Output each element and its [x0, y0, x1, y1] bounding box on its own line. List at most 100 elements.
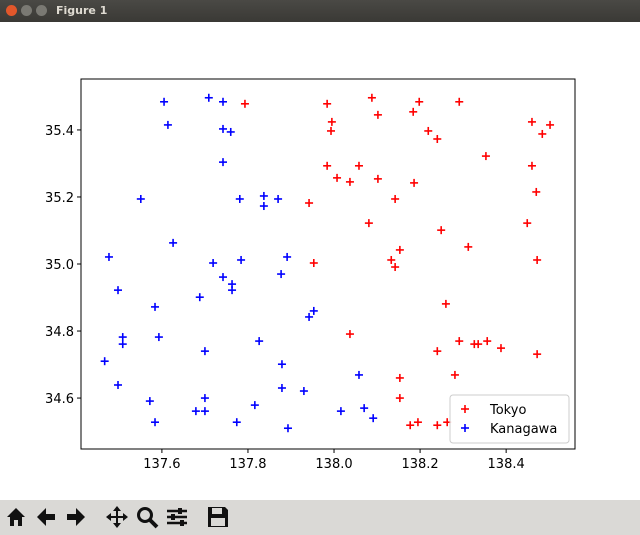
- point: [323, 99, 332, 108]
- point: [283, 252, 292, 261]
- x-tick-label: 138.0: [315, 457, 352, 472]
- minimize-button[interactable]: [21, 5, 32, 16]
- point: [209, 258, 218, 267]
- point: [235, 194, 244, 203]
- point: [163, 120, 172, 129]
- point: [533, 255, 542, 264]
- point: [415, 97, 424, 106]
- point: [228, 286, 237, 295]
- pan-button[interactable]: [105, 505, 129, 529]
- point: [395, 245, 404, 254]
- point: [118, 340, 127, 349]
- point: [136, 194, 145, 203]
- point: [527, 161, 536, 170]
- close-button[interactable]: [6, 5, 17, 16]
- x-tick-label: 138.2: [401, 457, 438, 472]
- point: [433, 347, 442, 356]
- maximize-button[interactable]: [36, 5, 47, 16]
- point: [345, 177, 354, 186]
- window-title: Figure 1: [56, 4, 108, 17]
- zoom-button[interactable]: [135, 505, 159, 529]
- legend-box: [449, 394, 570, 444]
- point: [305, 312, 314, 321]
- point: [395, 373, 404, 382]
- point: [323, 161, 332, 170]
- y-tick-label: 35.4: [45, 124, 74, 139]
- point: [354, 370, 363, 379]
- point: [104, 252, 113, 261]
- point: [169, 238, 178, 247]
- point: [219, 273, 228, 282]
- point: [327, 126, 336, 135]
- point: [413, 418, 422, 427]
- point: [232, 418, 241, 427]
- point: [309, 306, 318, 315]
- point: [441, 299, 450, 308]
- point: [154, 333, 163, 342]
- legend-label: Tokyo: [489, 403, 526, 418]
- point: [391, 194, 400, 203]
- point: [364, 219, 373, 228]
- point: [354, 161, 363, 170]
- point: [277, 270, 286, 279]
- point: [250, 401, 259, 410]
- point: [450, 370, 459, 379]
- home-button[interactable]: [4, 505, 28, 529]
- title-bar: Figure 1: [0, 0, 640, 22]
- point: [373, 174, 382, 183]
- point: [204, 93, 213, 102]
- save-button[interactable]: [206, 505, 230, 529]
- back-button[interactable]: [34, 505, 58, 529]
- legend-marker: [461, 405, 469, 413]
- plot-area: [80, 78, 576, 450]
- y-tick-label: 35.2: [45, 191, 74, 206]
- y-tick-label: 34.8: [45, 325, 74, 340]
- point: [219, 97, 228, 106]
- point: [538, 129, 547, 138]
- point: [118, 333, 127, 342]
- point: [327, 117, 336, 126]
- point: [151, 302, 160, 311]
- point: [237, 255, 246, 264]
- point: [240, 99, 249, 108]
- x-tick-label: 137.6: [143, 457, 180, 472]
- point: [424, 126, 433, 135]
- point: [433, 421, 442, 430]
- point: [464, 242, 473, 251]
- point: [437, 226, 446, 235]
- point: [433, 134, 442, 143]
- point: [145, 397, 154, 406]
- forward-button[interactable]: [64, 505, 88, 529]
- point: [299, 387, 308, 396]
- point: [387, 255, 396, 264]
- point: [100, 357, 109, 366]
- point: [277, 360, 286, 369]
- y-tick-label: 35.0: [45, 258, 74, 273]
- legend-label: Kanagawa: [490, 422, 557, 437]
- point: [277, 384, 286, 393]
- legend-marker: [461, 424, 469, 432]
- point: [481, 152, 490, 161]
- point: [114, 380, 123, 389]
- toolbar: [0, 500, 640, 535]
- chart: 137.6 137.8 138.0 138.2 138.4 34.6 34.8 35.0 35.…: [0, 22, 640, 500]
- point: [391, 263, 400, 272]
- point: [259, 202, 268, 211]
- point: [151, 418, 160, 427]
- point: [532, 187, 541, 196]
- point: [305, 199, 314, 208]
- point: [191, 407, 200, 416]
- point: [523, 219, 532, 228]
- point: [496, 344, 505, 353]
- point: [527, 117, 536, 126]
- point: [483, 337, 492, 346]
- point: [406, 421, 415, 430]
- point: [409, 107, 418, 116]
- point: [373, 110, 382, 119]
- configure-button[interactable]: [165, 505, 189, 529]
- point: [546, 120, 555, 129]
- point: [259, 191, 268, 200]
- point: [360, 404, 369, 413]
- point: [200, 347, 209, 356]
